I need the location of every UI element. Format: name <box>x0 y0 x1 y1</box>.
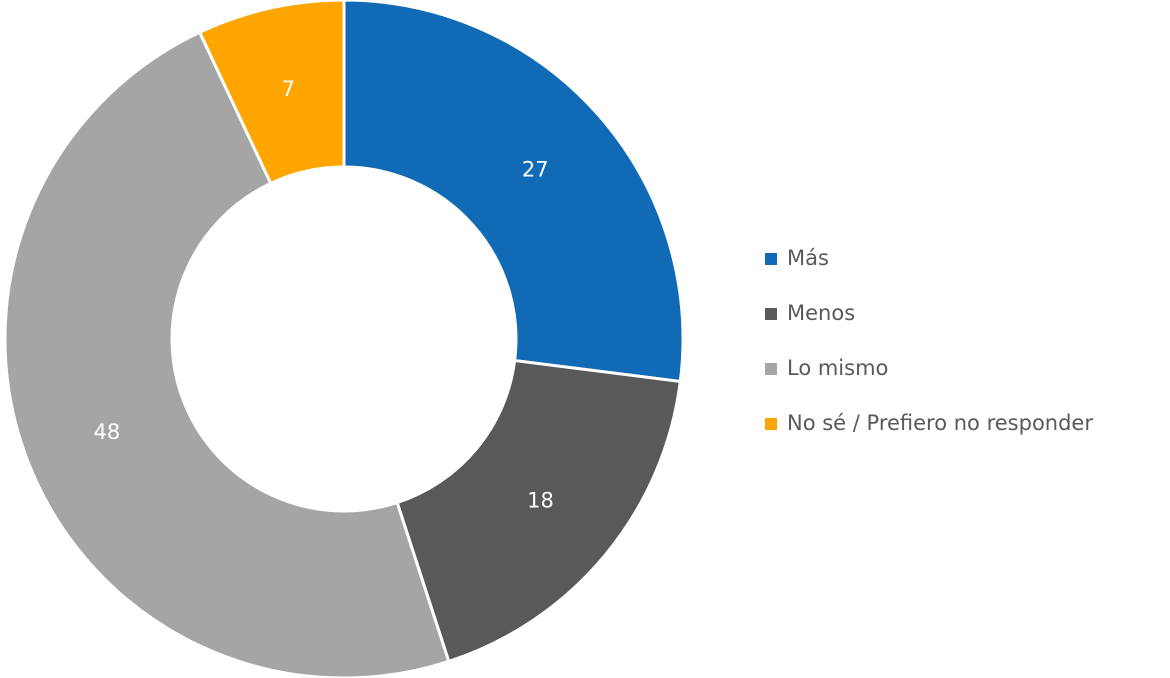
donut-segment <box>342 0 685 384</box>
data-label: 48 <box>94 420 121 444</box>
donut-segment <box>3 30 451 678</box>
data-label: 27 <box>522 157 549 181</box>
legend-label: Lo mismo <box>787 356 888 380</box>
legend-label: No sé / Prefiero no responder <box>787 411 1093 435</box>
legend-label: Más <box>787 246 829 270</box>
legend-swatch <box>765 308 777 320</box>
legend-swatch <box>765 418 777 430</box>
data-label: 18 <box>527 489 554 513</box>
data-label: 7 <box>282 77 295 101</box>
legend-label: Menos <box>787 301 855 325</box>
legend-swatch <box>765 363 777 375</box>
donut-segment <box>197 0 346 186</box>
donut-segment <box>395 358 683 664</box>
legend-swatch <box>765 253 777 265</box>
